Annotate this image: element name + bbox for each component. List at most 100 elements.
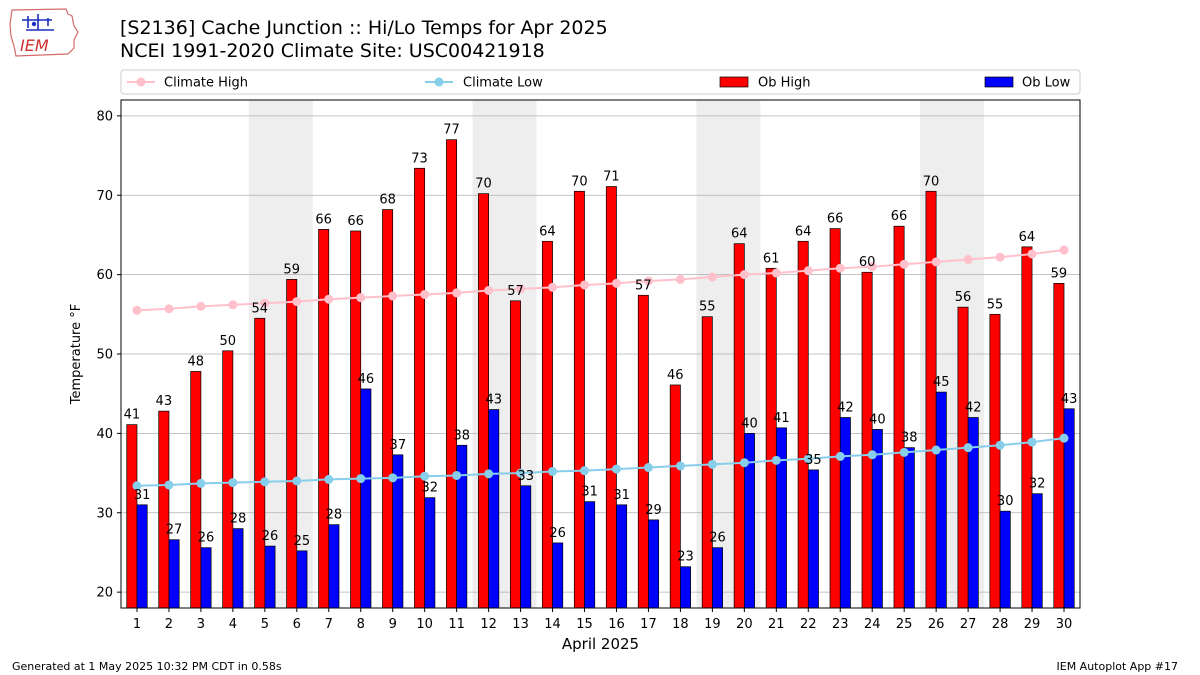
climate-high-point-24 [867, 262, 877, 272]
ob-low-label-10: 32 [422, 481, 439, 496]
climate-high-point-29 [1027, 249, 1037, 259]
y-tick-label-30: 30 [96, 506, 113, 521]
chart-title: [S2136] Cache Junction :: Hi/Lo Temps fo… [120, 17, 608, 39]
x-tick-label-21: 21 [768, 617, 785, 632]
ob-high-label-5: 54 [251, 301, 268, 316]
x-tick-label-11: 11 [448, 617, 465, 632]
climate-high-point-7 [324, 294, 334, 304]
ob-low-label-16: 31 [613, 488, 630, 503]
ob-high-bar-17 [637, 294, 649, 609]
ob-high-label-24: 60 [859, 255, 876, 270]
ob-high-bar-21 [765, 267, 777, 609]
ob-high-bar-9 [382, 209, 394, 609]
y-tick-label-40: 40 [96, 427, 113, 442]
app-credit: IEM Autoplot App #17 [1056, 660, 1179, 673]
ob-high-bar-16 [605, 186, 617, 609]
climate-low-point-3 [196, 478, 206, 488]
ob-low-bar-17 [648, 519, 660, 609]
climate-high-point-16 [611, 278, 621, 288]
ob-high-bar-24 [861, 271, 873, 609]
ob-low-label-9: 37 [390, 438, 407, 453]
ob-low-bar-14 [552, 542, 564, 609]
ob-low-label-4: 28 [230, 512, 247, 527]
ob-low-bar-6 [296, 550, 308, 609]
y-axis-label: Temperature °F [69, 304, 84, 405]
ob-high-label-17: 57 [635, 278, 652, 293]
ob-high-label-13: 57 [507, 284, 524, 299]
climate-low-point-11 [452, 470, 462, 480]
climate-low-point-28 [995, 440, 1005, 450]
climate-high-point-12 [484, 286, 494, 295]
climate-high-point-1 [132, 305, 142, 315]
ob-high-bar-22 [797, 240, 809, 609]
legend-climate-low-label: Climate Low [463, 76, 543, 91]
y-gridlines [121, 115, 1080, 593]
logo-text: IEM [20, 36, 49, 55]
climate-high-point-5 [260, 298, 270, 308]
climate-low-point-10 [420, 471, 430, 481]
ob-low-bar-29 [1031, 493, 1043, 609]
ob-low-bar-12 [488, 409, 500, 609]
ob-low-bar-7 [328, 524, 340, 609]
climate-low-point-14 [548, 466, 558, 476]
climate-low-line [136, 437, 1065, 487]
ob-high-bar-18 [669, 384, 681, 609]
climate-high-line [136, 249, 1065, 312]
ob-high-label-6: 59 [283, 262, 300, 277]
ob-low-label-19: 26 [709, 531, 726, 546]
ob-high-label-8: 66 [347, 214, 364, 229]
x-tick-label-7: 7 [325, 617, 333, 632]
x-tick-label-10: 10 [416, 617, 433, 632]
y-tick-label-70: 70 [96, 189, 113, 204]
climate-high-point-26 [931, 257, 941, 267]
x-tick-label-5: 5 [261, 617, 269, 632]
climate-low-point-29 [1027, 437, 1037, 447]
ob-low-bar-5 [264, 545, 276, 609]
climate-high-point-19 [707, 272, 717, 282]
climate-high-point-14 [548, 282, 558, 292]
ob-low-label-2: 27 [166, 523, 183, 538]
climate-low-point-20 [739, 458, 749, 468]
climate-low-point-15 [580, 466, 590, 476]
legend-ob-low-swatch [984, 76, 1014, 88]
climate-high-point-2 [164, 304, 174, 314]
ob-low-label-22: 35 [805, 453, 822, 468]
ob-low-bar-2 [168, 539, 180, 609]
climate-high-point-22 [803, 266, 813, 276]
climate-high-point-8 [356, 293, 366, 303]
ob-high-label-2: 43 [156, 394, 173, 409]
ob-low-bar-22 [807, 469, 819, 609]
x-tick-label-29: 29 [1024, 617, 1041, 632]
x-tick-label-2: 2 [165, 617, 173, 632]
ob-high-label-16: 71 [603, 170, 620, 185]
legend-climate-low-swatch-dot [434, 77, 444, 87]
ob-high-label-9: 68 [379, 193, 396, 208]
y-tick-label-50: 50 [96, 348, 113, 363]
climate-low-point-2 [164, 480, 174, 490]
climate-low-point-30 [1059, 433, 1069, 443]
weather-station-icon [22, 14, 54, 31]
ob-high-bar-1 [126, 424, 138, 609]
climate-low-point-4 [228, 478, 238, 488]
climate-low-point-13 [516, 468, 526, 478]
legend-ob-low-label: Ob Low [1022, 76, 1071, 91]
ob-low-bar-15 [584, 501, 596, 609]
ob-high-label-29: 64 [1019, 230, 1036, 245]
x-tick-label-28: 28 [992, 617, 1009, 632]
ob-low-label-6: 25 [294, 534, 311, 549]
y-tick-label-60: 60 [96, 268, 113, 283]
climate-high-point-21 [771, 268, 781, 278]
y-tick-label-20: 20 [96, 586, 113, 601]
ob-high-label-1: 41 [124, 408, 141, 423]
climate-low-point-8 [356, 474, 366, 484]
ob-high-bar-26 [925, 190, 937, 609]
ob-high-bar-27 [957, 306, 969, 609]
ob-low-label-5: 26 [262, 529, 279, 544]
generated-timestamp: Generated at 1 May 2025 10:32 PM CDT in … [12, 660, 282, 673]
ob-low-bar-25 [903, 447, 915, 609]
ob-low-bar-19 [712, 547, 723, 609]
ob-low-label-3: 26 [198, 531, 215, 546]
climate-lines [132, 245, 1069, 491]
